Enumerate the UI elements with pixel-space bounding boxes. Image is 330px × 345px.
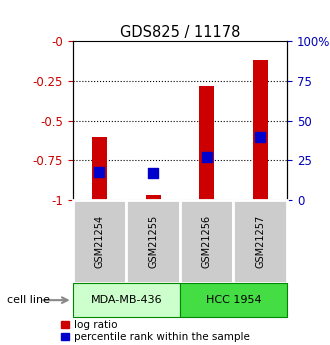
Point: [150, 170, 156, 176]
Bar: [180, 283, 287, 317]
Point: [258, 134, 263, 139]
Text: GSM21257: GSM21257: [255, 215, 265, 268]
Bar: [234, 200, 287, 283]
Bar: [180, 200, 234, 283]
Point: [204, 155, 209, 160]
Bar: [146, 195, 161, 200]
Text: HCC 1954: HCC 1954: [206, 295, 261, 305]
Bar: [73, 200, 126, 283]
Point: [97, 169, 102, 174]
Text: MDA-MB-436: MDA-MB-436: [90, 295, 162, 305]
Bar: [253, 60, 268, 200]
Title: GDS825 / 11178: GDS825 / 11178: [120, 25, 240, 40]
Bar: [199, 86, 214, 200]
Text: GSM21254: GSM21254: [94, 215, 104, 268]
Legend: log ratio, percentile rank within the sample: log ratio, percentile rank within the sa…: [61, 320, 250, 342]
Bar: [73, 283, 180, 317]
Text: GSM21256: GSM21256: [202, 215, 212, 268]
Text: cell line: cell line: [7, 295, 50, 305]
Bar: [92, 137, 107, 200]
Bar: [126, 200, 180, 283]
Text: GSM21255: GSM21255: [148, 215, 158, 268]
